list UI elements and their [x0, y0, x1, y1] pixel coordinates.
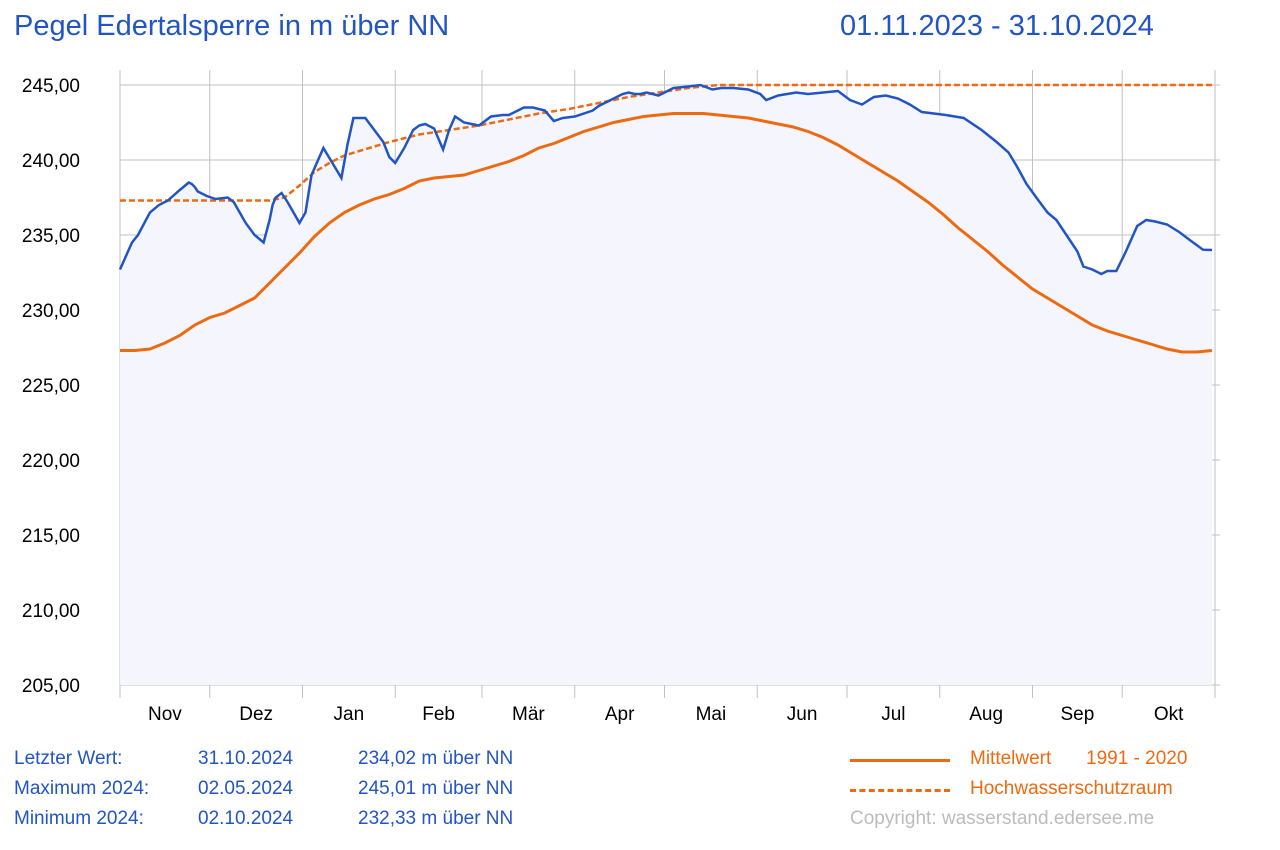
x-tick-label: Mai: [696, 704, 727, 725]
stat-last-label: Letzter Wert:: [14, 748, 123, 769]
stat-max-label: Maximum 2024:: [14, 778, 150, 799]
x-tick-label: Feb: [422, 704, 455, 725]
y-axis: 245,00 240,00 235,00 230,00 225,00 220,00 215,…: [22, 76, 80, 697]
x-tick-label: Jan: [334, 704, 365, 725]
x-axis: Nov Dez Jan Feb Mär Apr Mai Jun Jul Aug Sep Okt: [148, 704, 1184, 725]
legend-mittelwert-label: Mittelwert: [970, 748, 1052, 769]
y-tick-label: 235,00: [22, 226, 80, 247]
stat-max-date: 02.05.2024: [198, 778, 294, 799]
y-tick-label: 240,00: [22, 151, 80, 172]
legend-mittelwert-years: 1991 - 2020: [1086, 748, 1188, 769]
stat-max-value: 245,01 m über NN: [358, 778, 514, 799]
x-tick-label: Dez: [239, 704, 273, 725]
y-tick-label: 205,00: [22, 676, 80, 697]
x-tick-label: Jul: [881, 704, 905, 725]
date-range: 01.11.2023 - 31.10.2024: [840, 10, 1154, 42]
stat-min-value: 232,33 m über NN: [358, 808, 514, 829]
x-tick-label: Mär: [512, 704, 545, 725]
stat-last-date: 31.10.2024: [198, 748, 294, 769]
x-tick-label: Nov: [148, 704, 182, 725]
chart-title: Pegel Edertalsperre in m über NN: [14, 10, 450, 42]
legend-hochwasserschutzraum-label: Hochwasserschutzraum: [970, 778, 1173, 799]
pegel-fill-area: [120, 85, 1212, 685]
legend-hochwasserschutzraum-swatch: [850, 789, 950, 792]
y-tick-label: 215,00: [22, 526, 80, 547]
stat-min-label: Minimum 2024:: [14, 808, 144, 829]
y-tick-label: 210,00: [22, 601, 80, 622]
x-tick-label: Okt: [1154, 704, 1184, 725]
x-tick-label: Apr: [605, 704, 635, 725]
y-tick-label: 220,00: [22, 451, 80, 472]
stat-last-value: 234,02 m über NN: [358, 748, 514, 769]
x-tick-label: Sep: [1060, 704, 1094, 725]
x-tick-label: Aug: [969, 704, 1003, 725]
series-mittelwert-line: [120, 112, 1213, 354]
stat-min-date: 02.10.2024: [198, 808, 294, 829]
copyright: Copyright: wasserstand.edersee.me: [850, 808, 1155, 829]
y-tick-label: 245,00: [22, 76, 80, 97]
x-tick-label: Jun: [787, 704, 818, 725]
y-tick-label: 230,00: [22, 301, 80, 322]
y-tick-label: 225,00: [22, 376, 80, 397]
series-hochwasserschutzraum-line: [120, 83, 1212, 202]
series-pegel-line: [118, 83, 1213, 276]
legend-mittelwert-swatch: [850, 759, 950, 762]
